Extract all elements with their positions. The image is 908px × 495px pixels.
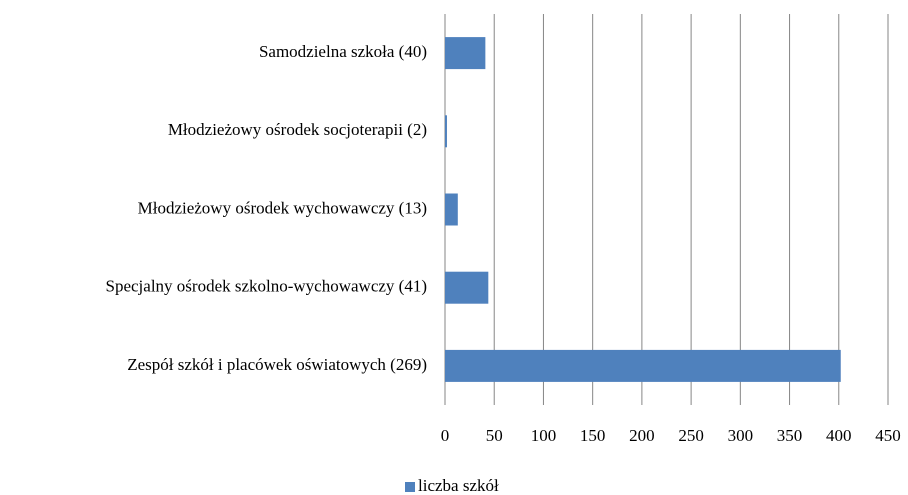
x-tick-label: 450: [875, 426, 901, 445]
y-tick-label: Specjalny ośrodek szkolno-wychowawczy (4…: [106, 277, 428, 296]
x-tick-label: 200: [629, 426, 655, 445]
x-tick-label: 350: [777, 426, 803, 445]
x-tick-label: 150: [580, 426, 606, 445]
x-tick-label: 50: [486, 426, 503, 445]
bar: [445, 349, 841, 382]
legend-label: liczba szkół: [418, 476, 499, 495]
x-tick-label: 300: [728, 426, 754, 445]
x-tick-label: 100: [531, 426, 557, 445]
x-tick-label: 250: [678, 426, 704, 445]
bar: [445, 115, 447, 148]
y-tick-label: Samodzielna szkoła (40): [259, 42, 427, 61]
bar: [445, 37, 486, 70]
y-tick-label: Młodzieżowy ośrodek wychowawczy (13): [138, 198, 427, 217]
bar: [445, 193, 458, 226]
x-tick-label: 400: [826, 426, 852, 445]
bar: [445, 271, 489, 304]
legend-swatch: [405, 482, 415, 492]
x-tick-label: 0: [441, 426, 450, 445]
y-tick-label: Zespół szkół i placówek oświatowych (269…: [127, 355, 427, 374]
y-tick-label: Młodzieżowy ośrodek socjoterapii (2): [168, 120, 427, 139]
